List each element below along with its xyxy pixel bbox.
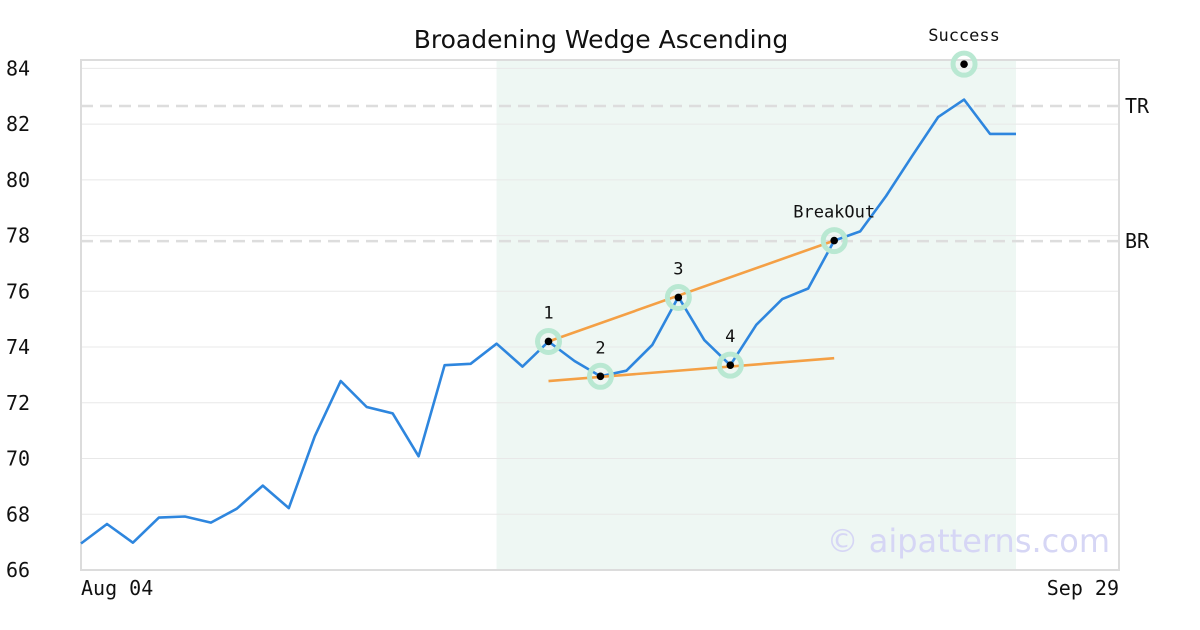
y-tick-label: 68 — [6, 502, 30, 526]
y-tick-label: 76 — [6, 279, 30, 303]
pattern-point-halo-3 — [664, 283, 692, 311]
pattern-point-halo-breakout — [820, 227, 848, 255]
pattern-point-label-1: 1 — [543, 303, 553, 323]
pattern-point-label-4: 4 — [725, 327, 735, 347]
lower-trendline — [548, 356, 835, 383]
pattern-point-label-success: Success — [928, 26, 1000, 46]
y-tick-label: 72 — [6, 391, 30, 415]
pattern-point-success — [960, 60, 968, 68]
axis-layer: 66 68 70 72 74 76 78 80 82 84 Aug 04 Sep 29 — [6, 56, 1120, 600]
reference-label-br: BR — [1125, 229, 1150, 253]
pattern-point-halo-1 — [535, 327, 562, 355]
grid-layer — [81, 67, 1119, 515]
y-tick-label: 82 — [6, 112, 30, 136]
chart-title: Broadening Wedge Ascending — [414, 25, 789, 54]
pattern-point-halo-success — [950, 50, 978, 78]
pattern-points-layer: 1 2 3 4 BreakOut Success — [535, 26, 1000, 390]
y-tick-label: 70 — [6, 447, 30, 471]
pattern-point-4 — [726, 361, 735, 369]
y-tick-label: 78 — [6, 224, 30, 248]
pattern-point-halo-4 — [716, 351, 744, 379]
shaded-region-layer — [496, 60, 1016, 570]
shaded-pattern-region — [496, 60, 1016, 570]
trendline-layer — [548, 239, 835, 383]
y-tick-label: 74 — [6, 335, 30, 359]
y-tick-label: 80 — [6, 168, 30, 192]
pattern-point-label-3: 3 — [673, 259, 683, 279]
reference-label-tr: TR — [1125, 94, 1150, 118]
upper-trendline — [548, 239, 835, 343]
x-tick-label: Aug 04 — [81, 576, 153, 600]
pattern-point-label-breakout: BreakOut — [793, 203, 875, 223]
watermark: © aipatterns.com — [827, 522, 1110, 560]
plot-frame — [80, 59, 1120, 571]
pattern-point-1 — [544, 337, 553, 346]
y-tick-label: 66 — [6, 558, 30, 582]
pattern-point-halo-2 — [586, 362, 614, 390]
reference-lines-layer: TR BR — [81, 94, 1150, 253]
pattern-point-3 — [674, 293, 683, 302]
pattern-point-breakout — [830, 236, 838, 245]
pattern-point-label-2: 2 — [595, 338, 605, 358]
pattern-point-2 — [596, 372, 605, 381]
x-tick-label: Sep 29 — [1047, 576, 1119, 600]
y-tick-label: 84 — [6, 56, 30, 80]
